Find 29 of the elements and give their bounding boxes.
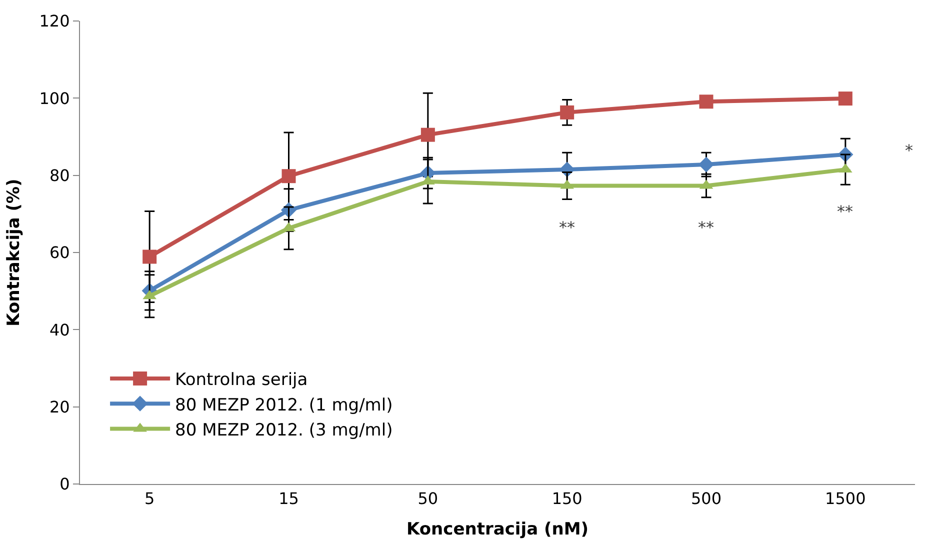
point: [560, 105, 574, 120]
legend-label: 80 MEZP 2012. (1 mg/ml): [175, 395, 393, 416]
x-tick-label: 150: [552, 489, 582, 508]
annotation: *: [905, 141, 913, 160]
point: [282, 169, 296, 184]
y-tick-label: 120: [39, 12, 70, 31]
point: [142, 250, 157, 264]
y-tick-label: 60: [49, 243, 70, 262]
x-axis-title: Koncentracija (nM): [406, 520, 589, 540]
point: [838, 92, 852, 106]
legend-label: 80 MEZP 2012. (3 mg/ml): [175, 420, 393, 440]
y-tick-label: 100: [39, 88, 70, 108]
annotation: **: [559, 218, 575, 237]
y-tick-label: 0: [60, 474, 70, 494]
y-tick-label: 80: [49, 166, 70, 185]
annotation: **: [698, 218, 714, 237]
point: [699, 94, 714, 109]
point: [420, 128, 435, 142]
x-tick-label: 15: [278, 489, 299, 508]
x-tick-label: 500: [690, 489, 722, 508]
x-tick-label: 5: [144, 489, 155, 508]
y-tick-label: 20: [49, 397, 70, 416]
annotation: **: [837, 202, 853, 221]
legend-label: Kontrolna serija: [175, 370, 308, 390]
y-axis-title: Kontrakcija (%): [4, 178, 24, 326]
x-tick-label: 1500: [825, 489, 866, 508]
y-tick-label: 40: [49, 320, 70, 340]
point: [698, 156, 714, 172]
x-tick-label: 50: [418, 489, 438, 508]
